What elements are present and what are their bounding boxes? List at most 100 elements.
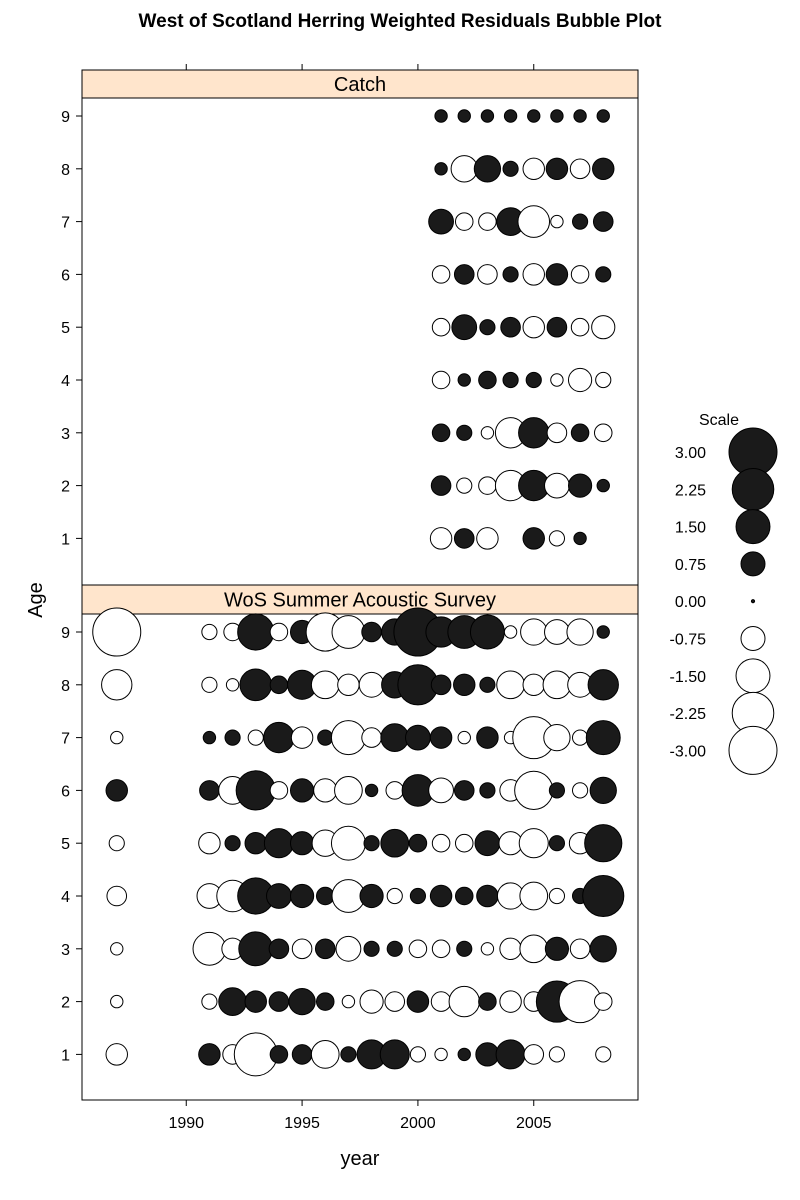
bubble: [224, 835, 241, 852]
bubble: [330, 825, 366, 861]
bubble: [498, 831, 523, 856]
bubble: [569, 158, 591, 180]
bubble: [110, 942, 124, 956]
legend-label: -0.75: [670, 632, 707, 649]
bubble: [500, 316, 521, 338]
bubble: [476, 527, 499, 550]
bubble: [361, 727, 382, 748]
bubble: [548, 530, 566, 547]
bubble: [288, 987, 316, 1016]
bubble: [596, 109, 610, 123]
bubble: [453, 264, 475, 285]
bubble: [542, 670, 572, 700]
bubble: [454, 212, 474, 231]
bubble: [475, 1042, 500, 1067]
bubble: [428, 208, 454, 235]
bubble: [434, 109, 448, 123]
legend-label: 3.00: [675, 445, 706, 462]
bubble: [110, 994, 124, 1009]
bubble: [334, 776, 363, 805]
bubble: [457, 109, 471, 123]
bubble: [478, 370, 497, 390]
bubble: [522, 157, 545, 181]
bubble: [431, 317, 451, 337]
bubble: [503, 109, 518, 123]
bubble: [268, 991, 290, 1012]
bubble: [546, 316, 568, 338]
bubble: [550, 373, 564, 387]
y-tick-label: 3: [61, 426, 70, 443]
bubble: [548, 1046, 566, 1063]
bubble: [448, 985, 480, 1018]
bubble: [473, 155, 502, 183]
bubble: [225, 678, 240, 692]
bubble: [263, 828, 294, 859]
bubble: [522, 673, 545, 697]
bubble: [596, 625, 610, 639]
bubble: [310, 670, 340, 700]
legend-bubble: [750, 599, 756, 604]
bubble: [429, 726, 453, 749]
bubble: [495, 1039, 526, 1070]
y-tick-label: 2: [61, 995, 70, 1012]
bubble: [582, 874, 625, 918]
bubble: [218, 987, 247, 1016]
bubble: [361, 621, 382, 643]
legend-label: 0.00: [675, 594, 706, 611]
bubble: [405, 724, 431, 751]
y-tick-label: 3: [61, 942, 70, 959]
bubble: [335, 935, 362, 962]
bubble: [385, 781, 405, 800]
bubble: [544, 472, 570, 499]
x-tick-label: 1995: [284, 1115, 320, 1132]
bubble: [520, 618, 548, 646]
legend-title: Scale: [699, 412, 739, 429]
legend-label: 0.75: [675, 557, 706, 574]
bubble: [431, 265, 451, 284]
bubble: [380, 828, 410, 858]
bubble: [247, 729, 264, 746]
bubble: [409, 1046, 427, 1063]
bubble: [359, 883, 384, 909]
bubble: [469, 614, 505, 650]
legend-label: 2.25: [675, 482, 706, 499]
bubble: [474, 830, 501, 857]
bubble: [566, 618, 594, 646]
y-tick-label: 5: [61, 836, 70, 853]
bubble: [331, 615, 366, 649]
bubble: [479, 676, 496, 693]
bubble: [363, 940, 380, 957]
bubble: [456, 940, 473, 957]
bubble: [595, 266, 612, 283]
y-tick-label: 8: [61, 678, 70, 695]
bubble: [548, 782, 566, 799]
bubble: [454, 833, 474, 853]
bubble: [337, 673, 360, 697]
bubble: [340, 1046, 357, 1063]
bubble: [431, 423, 451, 443]
bubble: [453, 780, 475, 801]
bubble: [363, 835, 380, 852]
bubble: [573, 109, 587, 123]
bubble: [478, 476, 497, 495]
bubble: [592, 157, 615, 181]
legend-bubble: [728, 725, 778, 775]
bubble: [430, 991, 452, 1012]
legend-bubble: [740, 551, 766, 577]
bubble: [289, 778, 315, 803]
bubble: [502, 160, 519, 177]
bubble: [457, 730, 471, 745]
chart-title: West of Scotland Herring Weighted Residu…: [139, 11, 663, 32]
bubble: [313, 778, 338, 803]
legend-bubble: [735, 509, 771, 545]
bubble: [289, 831, 315, 856]
bubble: [105, 1043, 128, 1066]
bubble: [379, 1039, 410, 1070]
bubble: [478, 212, 497, 231]
bubble: [268, 938, 290, 960]
bubble: [192, 931, 227, 966]
panel-strip-label: WoS Summer Acoustic Survey: [224, 590, 496, 612]
bubble: [269, 781, 289, 800]
bubble: [514, 770, 554, 810]
